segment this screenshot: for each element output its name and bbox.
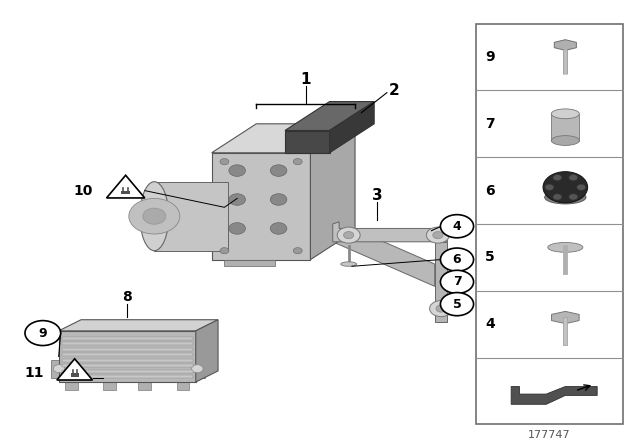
Polygon shape	[310, 124, 355, 260]
Text: 4: 4	[452, 220, 461, 233]
Circle shape	[569, 194, 578, 200]
Text: 8: 8	[122, 290, 132, 305]
FancyBboxPatch shape	[122, 190, 130, 194]
Circle shape	[337, 227, 360, 243]
Text: 9: 9	[485, 50, 495, 64]
Bar	[551, 114, 579, 141]
Polygon shape	[333, 231, 435, 286]
Polygon shape	[285, 102, 374, 130]
Text: 5: 5	[485, 250, 495, 264]
FancyBboxPatch shape	[476, 24, 623, 424]
Circle shape	[553, 175, 562, 181]
Circle shape	[429, 301, 452, 317]
Text: 10: 10	[73, 184, 93, 198]
Bar	[51, 360, 67, 378]
Ellipse shape	[215, 182, 241, 251]
Polygon shape	[554, 40, 577, 50]
Ellipse shape	[340, 262, 356, 266]
Ellipse shape	[551, 109, 579, 119]
Circle shape	[25, 321, 61, 345]
Circle shape	[293, 248, 302, 254]
Bar	[177, 381, 189, 390]
Polygon shape	[212, 153, 310, 260]
Circle shape	[229, 165, 246, 177]
Bar	[189, 360, 205, 378]
Polygon shape	[435, 242, 447, 322]
Ellipse shape	[140, 182, 169, 251]
Text: 6: 6	[485, 184, 495, 198]
Circle shape	[229, 194, 246, 205]
Circle shape	[191, 365, 203, 373]
Circle shape	[440, 248, 474, 271]
Circle shape	[129, 198, 180, 234]
Polygon shape	[154, 182, 228, 251]
Circle shape	[577, 184, 586, 190]
Circle shape	[543, 172, 588, 203]
Bar	[62, 359, 193, 362]
Polygon shape	[212, 124, 355, 153]
Circle shape	[270, 194, 287, 205]
Circle shape	[220, 248, 229, 254]
Text: 2: 2	[389, 83, 400, 98]
Circle shape	[293, 159, 302, 165]
Bar	[62, 342, 193, 345]
Text: 5: 5	[452, 297, 461, 310]
Circle shape	[270, 165, 287, 177]
Bar	[62, 364, 193, 367]
Polygon shape	[59, 331, 196, 382]
Text: 3: 3	[372, 188, 383, 202]
Bar	[138, 381, 151, 390]
Polygon shape	[511, 387, 597, 404]
Polygon shape	[196, 320, 218, 382]
Bar	[62, 353, 193, 357]
Bar	[225, 260, 275, 266]
Polygon shape	[552, 311, 579, 323]
Bar	[65, 381, 78, 390]
Circle shape	[436, 305, 446, 312]
Text: 11: 11	[24, 366, 44, 380]
Circle shape	[220, 159, 229, 165]
Bar	[62, 370, 193, 373]
Polygon shape	[285, 130, 330, 153]
Circle shape	[569, 175, 578, 181]
Circle shape	[426, 227, 449, 243]
Text: 6: 6	[452, 253, 461, 266]
Polygon shape	[57, 359, 93, 380]
Text: 4: 4	[485, 317, 495, 331]
Circle shape	[433, 232, 443, 239]
Circle shape	[143, 208, 166, 224]
Bar	[62, 337, 193, 340]
Text: 7: 7	[452, 276, 461, 289]
Circle shape	[553, 194, 562, 200]
Circle shape	[440, 270, 474, 293]
Text: 1: 1	[300, 72, 311, 87]
Ellipse shape	[548, 242, 583, 252]
Polygon shape	[330, 102, 374, 153]
Circle shape	[440, 215, 474, 238]
Circle shape	[53, 365, 65, 373]
Text: 7: 7	[485, 117, 495, 131]
Circle shape	[229, 223, 246, 234]
Bar	[62, 375, 193, 379]
Bar	[62, 348, 193, 351]
Polygon shape	[333, 222, 447, 242]
FancyBboxPatch shape	[70, 373, 79, 376]
Text: 9: 9	[38, 327, 47, 340]
Circle shape	[545, 184, 554, 190]
Circle shape	[440, 293, 474, 316]
Text: 177747: 177747	[528, 431, 571, 440]
Ellipse shape	[545, 190, 586, 204]
Polygon shape	[106, 175, 145, 198]
Polygon shape	[59, 320, 218, 331]
Bar	[103, 381, 116, 390]
Circle shape	[270, 223, 287, 234]
Circle shape	[344, 232, 354, 239]
Ellipse shape	[551, 136, 579, 146]
